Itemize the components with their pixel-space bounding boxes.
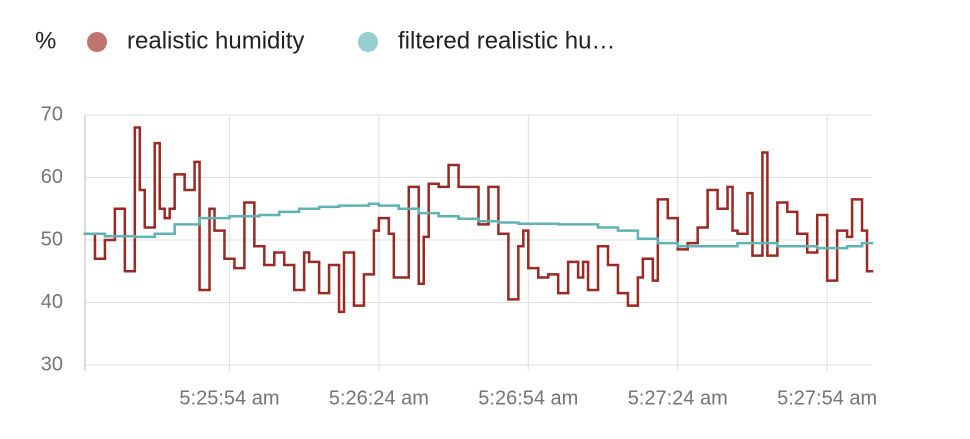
grid: 30 40 50 60 70 5:25:54 am 5:26:24 am 5:26:54 am… [41,103,877,409]
x-tick-label: 5:27:54 am [777,387,877,409]
legend: realistic humidity filtered realistic hu… [87,27,615,54]
y-tick-label: 40 [41,291,63,313]
series-line [83,202,874,250]
legend-label[interactable]: filtered realistic hu… [398,27,615,54]
y-tick-label: 70 [41,103,63,125]
legend-label[interactable]: realistic humidity [127,27,304,54]
y-tick-label: 50 [41,228,63,250]
y-tick-label: 60 [41,166,63,188]
legend-marker[interactable] [87,32,107,52]
plot [83,126,874,314]
unit-label: % [35,27,56,54]
x-tick-label: 5:27:24 am [628,387,728,409]
x-tick-label: 5:26:24 am [329,387,429,409]
x-tick-label: 5:25:54 am [179,387,279,409]
step-riser [103,203,864,249]
legend-marker[interactable] [358,32,378,52]
step-riser [93,127,869,312]
y-tick-label: 30 [41,353,63,375]
x-tick-label: 5:26:54 am [478,387,578,409]
series-line [83,126,874,314]
